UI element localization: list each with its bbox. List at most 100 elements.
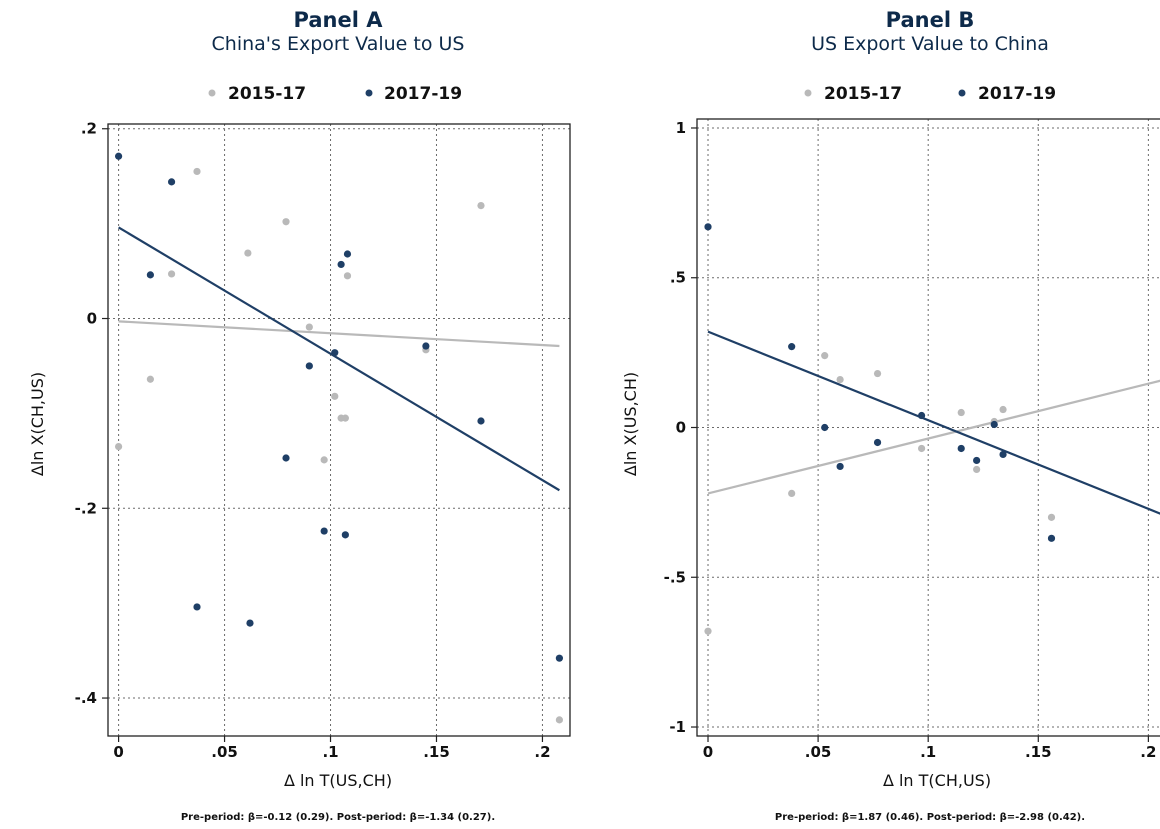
panel-b-point-2017-19	[788, 343, 796, 351]
panel-a-point-2017-19	[331, 349, 339, 357]
panel-b-y-tick-label: -.5	[664, 568, 686, 586]
panel-b-point-2015-17	[788, 489, 796, 497]
panel-b-legend-label-2015-17: 2015-17	[824, 84, 902, 104]
panel-a-point-2017-19	[193, 603, 201, 611]
panel-a-point-2017-19	[320, 527, 328, 535]
panel-a-point-2017-19	[555, 654, 564, 662]
panel-a-point-2015-17	[305, 323, 313, 331]
panel-b: Panel B US Export Value to China 2015-17…	[621, 8, 1160, 823]
panel-a-point-2017-19	[422, 342, 430, 350]
panel-b-point-2015-17	[1047, 513, 1056, 521]
panel-b-point-2017-19	[957, 444, 965, 453]
panel-b-x-ticks: 0 .05 .1 .15 .2	[703, 736, 1156, 761]
panel-b-x-tick-label: .15	[1025, 743, 1052, 761]
panel-b-point-2015-17	[836, 375, 844, 384]
panel-a-point-2015-17	[477, 202, 485, 210]
panel-a-legend-marker-2017-19	[365, 89, 373, 97]
panel-b-legend-marker-2015-17	[804, 89, 812, 97]
panel-b-point-2017-19	[836, 462, 844, 471]
panel-a-point-2015-17	[146, 375, 154, 383]
panel-b-point-2015-17	[917, 444, 926, 453]
panel-a-x-tick-label: .05	[211, 743, 238, 761]
panel-a-legend: 2015-17 2017-19	[208, 84, 462, 104]
panel-a-x-axis-title: Δ ln T(US,CH)	[284, 771, 392, 790]
panel-a-point-2017-19	[305, 362, 313, 370]
panel-a-fit-lines	[118, 226, 560, 492]
panel-a-point-2017-19	[167, 178, 176, 186]
panel-a-point-2017-19	[341, 531, 349, 539]
panel-a-point-2015-17	[193, 167, 201, 176]
panel-a-point-2015-17	[320, 456, 328, 464]
panel-a-legend-label-2017-19: 2017-19	[384, 84, 462, 104]
panel-a-grid	[108, 124, 570, 736]
panel-b-legend-label-2017-19: 2017-19	[978, 84, 1056, 104]
panel-a-x-tick-label: .1	[322, 743, 338, 761]
panel-b-fit-line-2015-17	[707, 379, 1160, 495]
panel-a-x-ticks: 0 .05 .1 .15 .2	[113, 736, 551, 761]
panel-b-point-2015-17	[821, 352, 829, 360]
panel-b-points	[704, 223, 1056, 635]
panel-b-x-tick-label: 0	[703, 743, 713, 761]
panel-b-legend-marker-2017-19	[958, 89, 966, 97]
panel-b-subtitle: US Export Value to China	[811, 33, 1049, 55]
panel-b-y-axis-title: Δln X(US,CH)	[621, 372, 640, 476]
panel-a-points	[114, 152, 564, 724]
panel-a-point-2015-17	[114, 443, 123, 451]
panel-a-point-2017-19	[114, 152, 123, 160]
panel-a-x-tick-label: .15	[423, 743, 450, 761]
panel-b-legend: 2015-17 2017-19	[804, 84, 1056, 104]
panel-b-point-2015-17	[957, 408, 965, 417]
panel-b-fit-lines	[707, 330, 1160, 515]
panel-b-y-ticks: -1 -.5 0 .5 1	[664, 119, 697, 736]
panel-a-fit-line-2017-19	[118, 226, 560, 492]
panel-b-grid	[697, 119, 1160, 736]
panel-b-point-2017-19	[973, 456, 981, 465]
panel-a-y-ticks: -.4 -.2 0 .2	[75, 120, 108, 707]
panel-b-point-2017-19	[873, 438, 882, 447]
panel-a-y-tick-label: -.4	[75, 689, 97, 707]
panel-b-point-2017-19	[1047, 534, 1056, 542]
panel-a-point-2017-19	[343, 250, 352, 258]
panel-a-legend-label-2015-17: 2015-17	[228, 84, 306, 104]
panel-b-x-axis-title: Δ ln T(CH,US)	[883, 771, 991, 790]
panel-a-point-2017-19	[246, 619, 254, 627]
panel-b-point-2017-19	[990, 420, 998, 429]
panel-b-y-tick-label: 0	[676, 419, 686, 437]
panel-b-y-tick-label: -1	[669, 718, 686, 736]
panel-b-x-tick-label: .05	[805, 743, 832, 761]
panel-b-y-tick-label: 1	[676, 119, 686, 137]
panel-a-plot-frame	[107, 123, 571, 737]
panel-b-point-2015-17	[999, 405, 1007, 414]
panel-a-subtitle: China's Export Value to US	[212, 33, 465, 55]
panel-b-note: Pre-period: β=1.87 (0.46). Post-period: …	[775, 812, 1085, 823]
panel-b-x-tick-label: .1	[920, 743, 936, 761]
panel-a-y-axis-title: Δln X(CH,US)	[28, 372, 47, 476]
panel-b-title: Panel B	[886, 8, 975, 32]
panel-a-y-tick-label: -.2	[75, 499, 97, 517]
panel-a-y-tick-label: .2	[81, 120, 97, 138]
panel-a-point-2017-19	[146, 271, 154, 279]
panel-b-point-2017-19	[999, 450, 1007, 459]
panel-a-point-2015-17	[331, 392, 339, 400]
panel-a-fit-line-2015-17	[118, 320, 560, 348]
panel-b-point-2015-17	[704, 627, 712, 635]
panel-a-point-2015-17	[244, 249, 252, 257]
panel-b-point-2017-19	[704, 223, 712, 231]
panel-a-point-2015-17	[555, 716, 564, 724]
panel-a-point-2017-19	[337, 260, 345, 269]
panel-a: Panel A China's Export Value to US 2015-…	[28, 8, 571, 823]
panel-a-point-2017-19	[477, 417, 485, 425]
panel-b-point-2015-17	[873, 369, 882, 378]
panel-a-point-2015-17	[343, 272, 352, 280]
panel-a-legend-marker-2015-17	[208, 89, 216, 97]
panel-a-point-2017-19	[282, 454, 290, 462]
panel-a-x-tick-label: 0	[113, 743, 123, 761]
panel-b-point-2017-19	[821, 423, 829, 432]
panel-a-note: Pre-period: β=-0.12 (0.29). Post-period:…	[181, 812, 495, 823]
panel-b-point-2017-19	[917, 411, 926, 420]
panel-a-point-2015-17	[282, 218, 290, 226]
panel-a-point-2015-17	[167, 270, 176, 278]
panel-b-point-2015-17	[973, 465, 981, 474]
panel-a-y-tick-label: 0	[87, 310, 97, 328]
panel-b-y-tick-label: .5	[670, 269, 686, 287]
